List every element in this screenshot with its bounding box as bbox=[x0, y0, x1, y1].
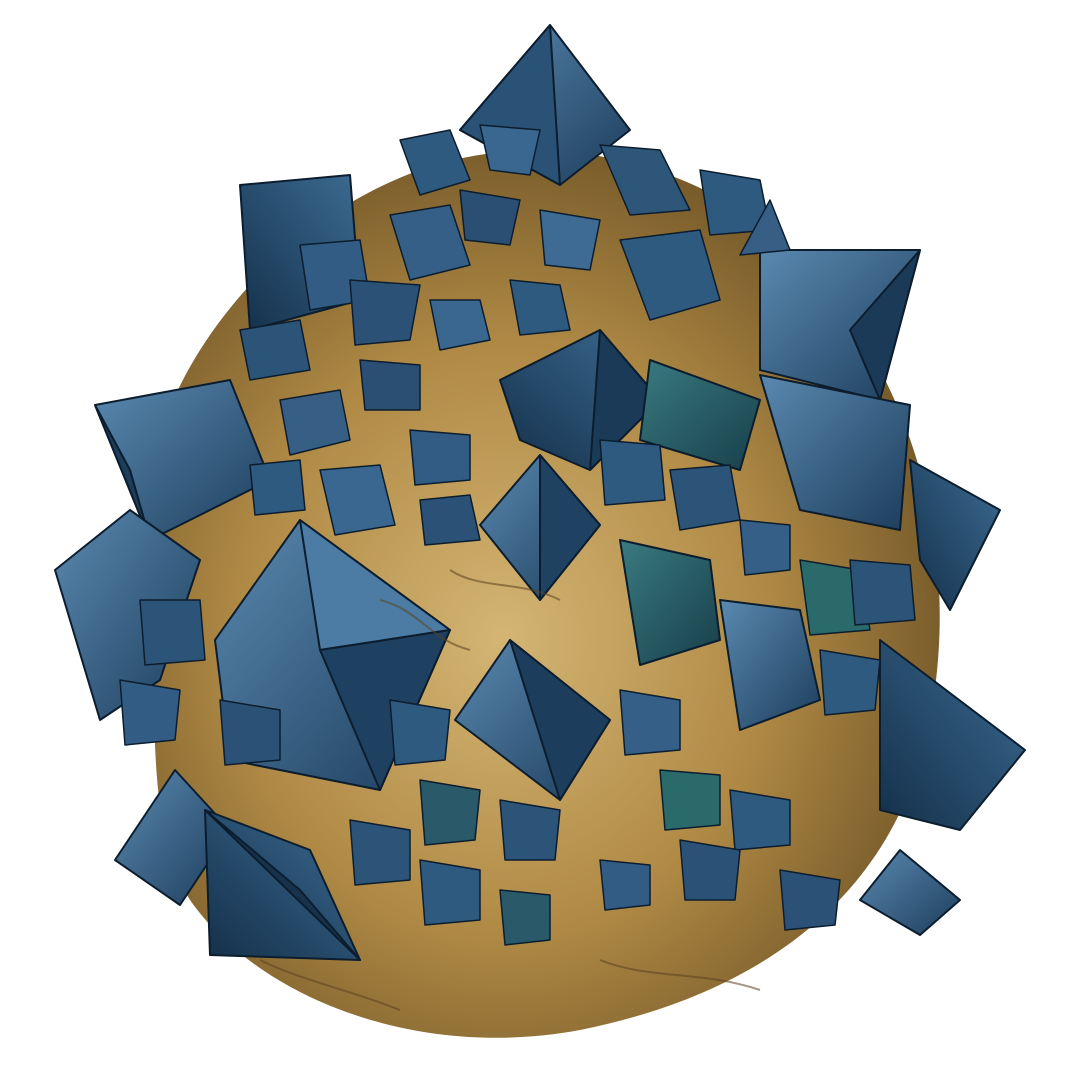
small-crystal-clusters bbox=[119, 124, 916, 946]
rock-cracks bbox=[259, 569, 761, 1011]
